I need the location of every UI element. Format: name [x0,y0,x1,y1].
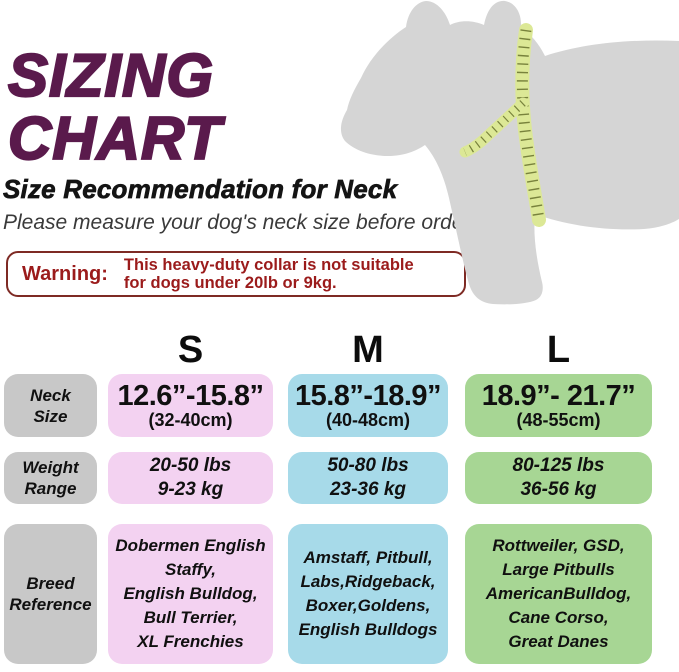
page-title-line2: CHART [7,105,222,172]
measuring-tape-icon [459,23,546,227]
breed-reference-cell-m: Amstaff, Pitbull, Labs,Ridgeback, Boxer,… [288,524,448,664]
measure-note: Please measure your dog's neck size befo… [3,211,499,234]
breed-reference-cell-l: Rottweiler, GSD, Large Pitbulls American… [465,524,652,664]
row-label-neck-size: Neck Size [4,374,97,437]
neck-size-cell-m: 15.8”-18.9” (40-48cm) [288,374,448,437]
neck-size-cell-l: 18.9”- 21.7” (48-55cm) [465,374,652,437]
weight-range-cell-s: 20-50 lbs 9-23 kg [108,452,273,504]
row-label-weight-range: Weight Range [4,452,97,504]
neck-size-l-inches: 18.9”- 21.7” [481,380,636,412]
section-heading: Size Recommendation for Neck [3,174,398,205]
neck-size-s-inches: 12.6”-15.8” [117,380,264,412]
warning-label: Warning: [22,262,108,285]
column-header-m: M [352,328,384,371]
warning-message: This heavy-duty collar is not suitable f… [123,255,414,292]
neck-size-m-cm: (40-48cm) [325,410,411,430]
dog-silhouette-icon [340,0,679,305]
weight-range-cell-l: 80-125 lbs 36-56 kg [465,452,652,504]
column-header-s: S [177,328,204,371]
warning-box: Warning: This heavy-duty collar is not s… [6,251,466,297]
column-header-l: L [546,328,571,371]
neck-size-cell-s: 12.6”-15.8” (32-40cm) [108,374,273,437]
page-title-line1: SIZING [7,42,215,109]
page-title: SIZING CHART [7,42,222,172]
row-label-breed-reference: Breed Reference [4,524,97,664]
neck-size-s-cm: (32-40cm) [148,410,233,430]
weight-range-cell-m: 50-80 lbs 23-36 kg [288,452,448,504]
neck-size-l-cm: (48-55cm) [516,410,601,430]
neck-size-m-inches: 15.8”-18.9” [294,380,442,412]
breed-reference-cell-s: Dobermen English Staffy, English Bulldog… [108,524,273,664]
dog-illustration [330,0,679,330]
